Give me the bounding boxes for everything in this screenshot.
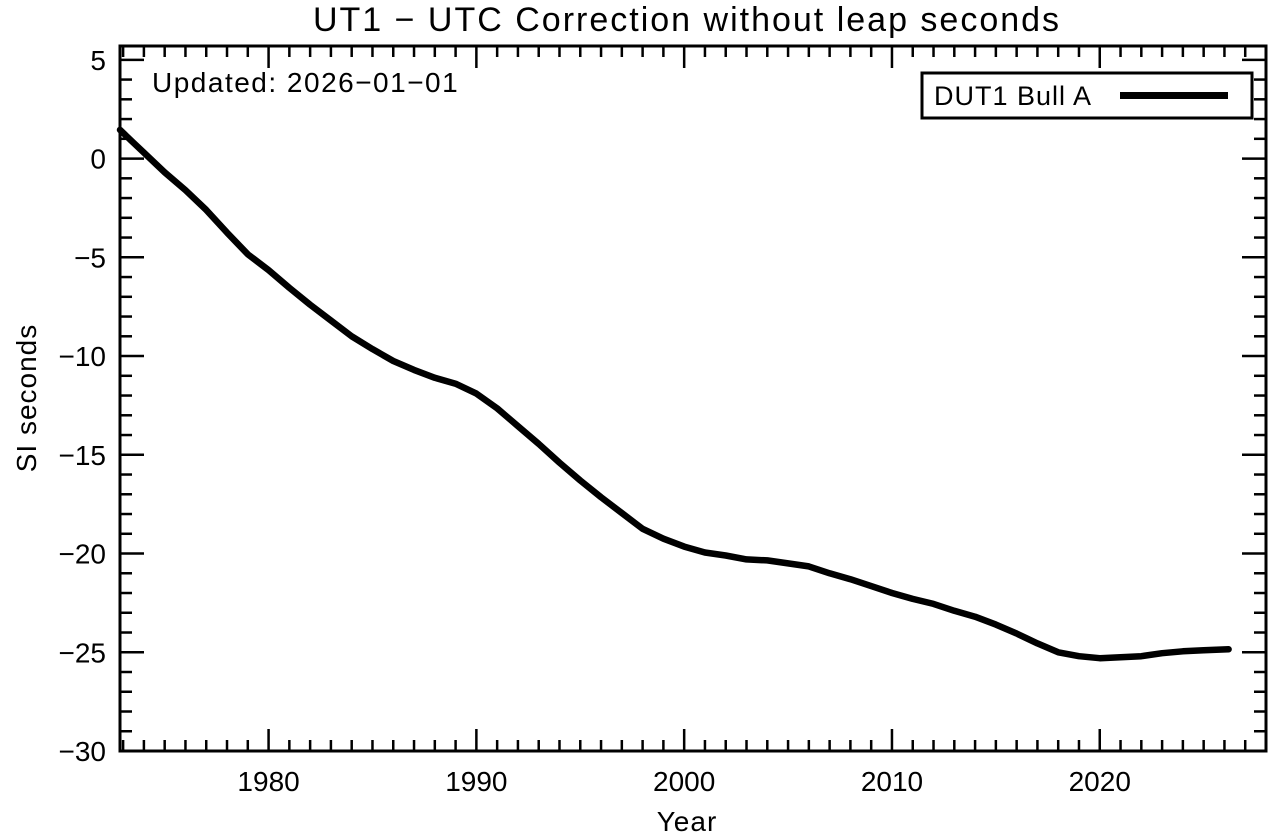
plot-frame bbox=[118, 44, 1268, 753]
y-tick-label: −30 bbox=[59, 736, 107, 767]
x-tick-label: 1990 bbox=[445, 766, 507, 797]
legend-label: DUT1 Bull A bbox=[934, 81, 1092, 111]
x-tick-label: 2010 bbox=[861, 766, 923, 797]
x-tick-label: 2020 bbox=[1069, 766, 1131, 797]
y-tick-label: 5 bbox=[90, 45, 106, 76]
annotation-updated: Updated: 2026−01−01 bbox=[152, 67, 459, 98]
x-tick-label: 2000 bbox=[653, 766, 715, 797]
y-tick-label: −5 bbox=[74, 242, 106, 273]
data-line-dut1 bbox=[116, 126, 1232, 662]
x-tick-label: 1980 bbox=[237, 766, 299, 797]
y-tick-label: −10 bbox=[59, 341, 107, 372]
y-tick-label: −15 bbox=[59, 440, 107, 471]
axis-ticks bbox=[120, 46, 1266, 753]
y-axis-label: SI seconds bbox=[11, 324, 42, 473]
y-tick-labels: 5 0 −5 −10 −15 −20 −25 −30 bbox=[59, 45, 107, 767]
x-tick-labels: 1980 1990 2000 2010 2020 bbox=[237, 766, 1130, 797]
y-tick-label: −25 bbox=[59, 637, 107, 668]
x-axis-label: Year bbox=[657, 806, 718, 837]
y-tick-label: 0 bbox=[90, 144, 106, 175]
y-tick-label: −20 bbox=[59, 539, 107, 570]
chart-title: UT1 − UTC Correction without leap second… bbox=[313, 1, 1061, 39]
legend: DUT1 Bull A bbox=[920, 71, 1254, 120]
